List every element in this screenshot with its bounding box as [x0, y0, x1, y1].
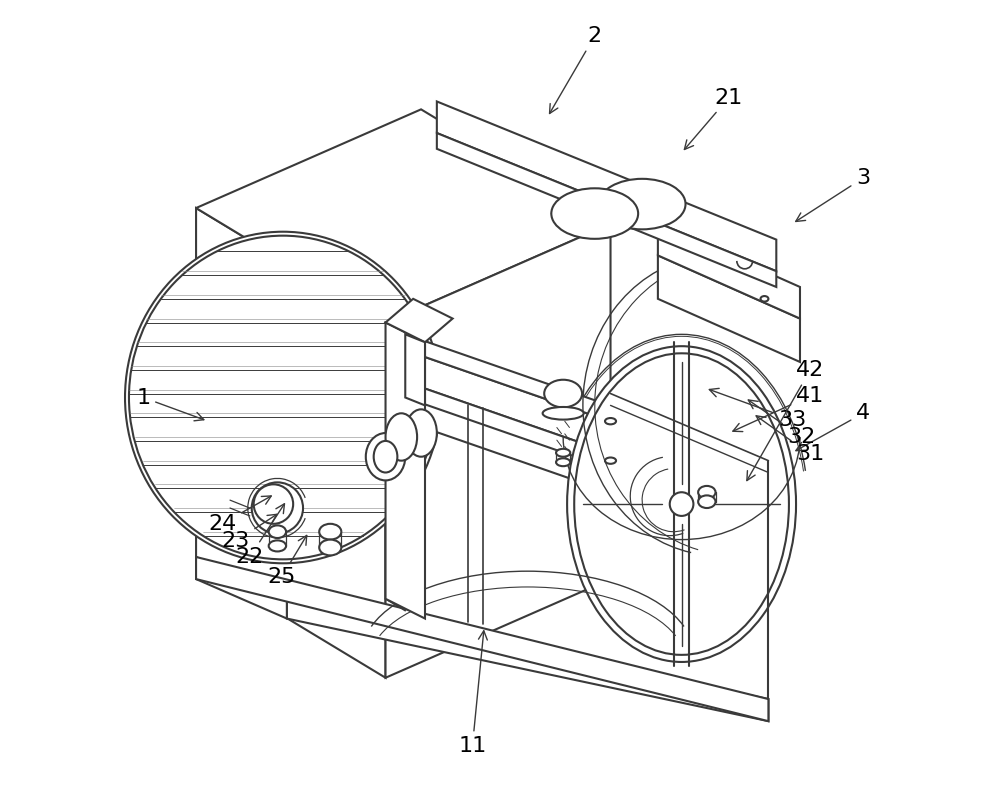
Ellipse shape: [556, 458, 570, 466]
Text: 23: 23: [221, 514, 277, 551]
Text: 22: 22: [236, 504, 284, 567]
Ellipse shape: [125, 231, 441, 564]
Ellipse shape: [551, 188, 638, 238]
Polygon shape: [386, 323, 425, 619]
Ellipse shape: [543, 407, 584, 420]
Polygon shape: [405, 335, 425, 405]
Text: 11: 11: [458, 630, 487, 756]
Text: 4: 4: [796, 403, 870, 451]
Polygon shape: [386, 299, 453, 342]
Ellipse shape: [366, 433, 405, 480]
Text: 1: 1: [136, 387, 204, 421]
Ellipse shape: [269, 541, 286, 552]
Ellipse shape: [319, 540, 341, 556]
Ellipse shape: [254, 484, 293, 524]
Ellipse shape: [129, 235, 437, 560]
Ellipse shape: [556, 449, 570, 456]
Polygon shape: [437, 133, 776, 287]
Text: 21: 21: [684, 87, 743, 149]
Polygon shape: [405, 382, 768, 532]
Ellipse shape: [698, 486, 716, 498]
Text: 31: 31: [756, 416, 824, 464]
Polygon shape: [437, 102, 776, 271]
Ellipse shape: [670, 492, 693, 516]
Ellipse shape: [605, 418, 616, 425]
Ellipse shape: [374, 441, 397, 472]
Ellipse shape: [574, 353, 789, 655]
Ellipse shape: [544, 380, 582, 407]
Polygon shape: [405, 350, 768, 508]
Ellipse shape: [405, 409, 437, 456]
Polygon shape: [405, 335, 768, 476]
Ellipse shape: [386, 413, 417, 460]
Ellipse shape: [567, 346, 796, 662]
Polygon shape: [196, 557, 287, 619]
Ellipse shape: [252, 483, 303, 533]
Polygon shape: [287, 596, 768, 721]
Ellipse shape: [269, 525, 286, 538]
Polygon shape: [405, 398, 768, 548]
Ellipse shape: [698, 495, 716, 508]
Text: 25: 25: [267, 535, 307, 588]
Ellipse shape: [605, 457, 616, 463]
Text: 32: 32: [748, 400, 816, 447]
Text: 24: 24: [208, 496, 271, 533]
Polygon shape: [196, 110, 611, 323]
Ellipse shape: [761, 296, 768, 301]
Text: 3: 3: [796, 168, 870, 222]
Ellipse shape: [599, 179, 686, 229]
Polygon shape: [196, 557, 768, 721]
Polygon shape: [658, 255, 800, 362]
Polygon shape: [196, 208, 386, 678]
Ellipse shape: [319, 524, 341, 540]
Text: 42: 42: [747, 360, 824, 481]
Text: 33: 33: [709, 389, 806, 429]
Text: 41: 41: [733, 386, 824, 432]
Polygon shape: [658, 224, 800, 319]
Polygon shape: [386, 224, 611, 678]
Text: 2: 2: [550, 26, 602, 114]
